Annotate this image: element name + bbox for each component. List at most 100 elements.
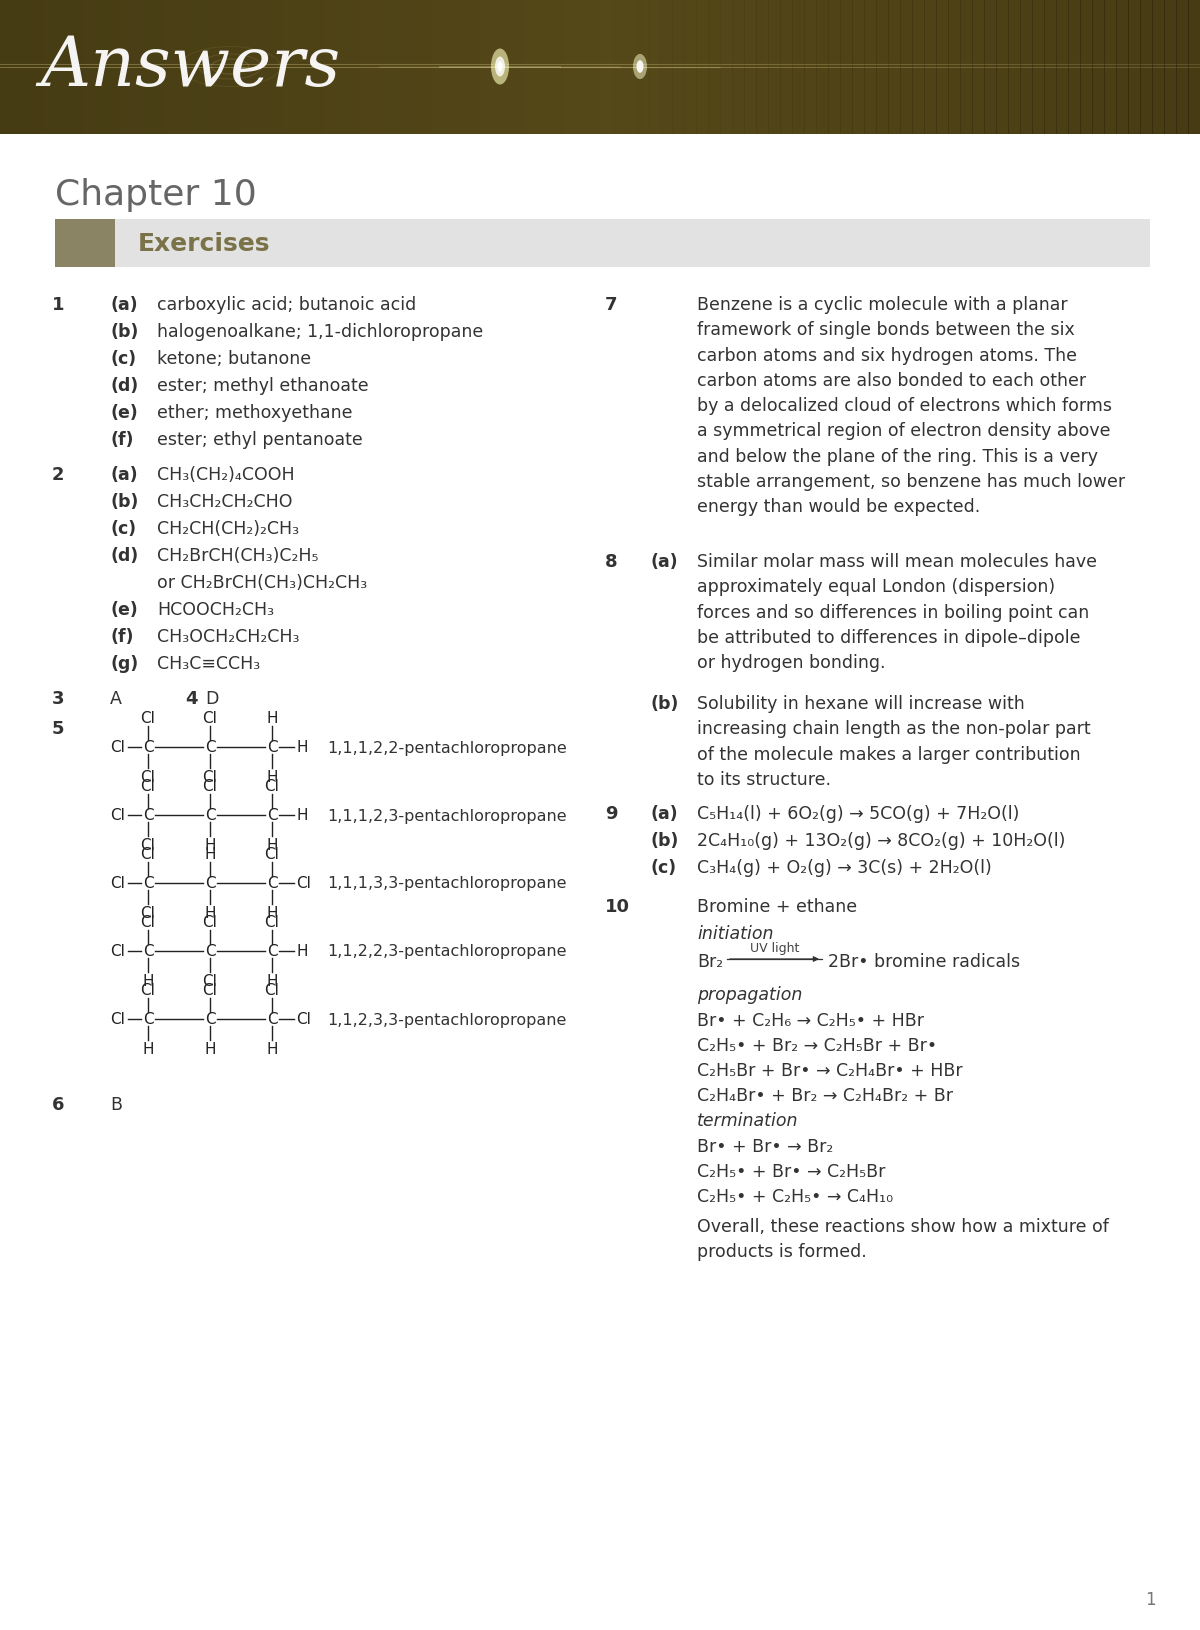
Text: (c): (c): [110, 520, 136, 538]
Text: Cl: Cl: [140, 846, 156, 862]
Bar: [612, 0, 625, 135]
Bar: [414, 0, 421, 135]
Bar: [762, 0, 769, 135]
Text: ketone; butanone: ketone; butanone: [157, 350, 311, 368]
Text: CH₃OCH₂CH₂CH₃: CH₃OCH₂CH₂CH₃: [157, 628, 300, 645]
Text: Cl: Cl: [140, 905, 156, 921]
Ellipse shape: [496, 57, 505, 78]
Bar: [456, 0, 463, 135]
Bar: [348, 0, 355, 135]
Text: Cl: Cl: [203, 779, 217, 794]
Bar: [1128, 0, 1135, 135]
Bar: [630, 0, 637, 135]
Bar: [828, 0, 841, 135]
Bar: [318, 0, 325, 135]
Bar: [1164, 0, 1177, 135]
Bar: [126, 0, 133, 135]
Text: C₂H₅Br + Br• → C₂H₄Br• + HBr: C₂H₅Br + Br• → C₂H₄Br• + HBr: [697, 1061, 962, 1079]
Text: (a): (a): [650, 553, 678, 570]
Bar: [150, 0, 157, 135]
Text: 4: 4: [185, 689, 198, 707]
Bar: [786, 0, 793, 135]
Bar: [426, 0, 433, 135]
Bar: [24, 0, 31, 135]
Bar: [54, 0, 61, 135]
Bar: [1116, 0, 1129, 135]
Bar: [102, 0, 109, 135]
Bar: [228, 0, 235, 135]
Text: 2Br• bromine radicals: 2Br• bromine radicals: [828, 952, 1020, 970]
Bar: [864, 0, 877, 135]
Bar: [546, 0, 553, 135]
Bar: [1140, 0, 1147, 135]
Bar: [708, 0, 715, 135]
Bar: [168, 0, 175, 135]
Bar: [498, 0, 505, 135]
Text: CH₃CH₂CH₂CHO: CH₃CH₂CH₂CHO: [157, 492, 293, 510]
Bar: [978, 0, 985, 135]
Bar: [432, 0, 439, 135]
Bar: [480, 0, 487, 135]
Bar: [678, 0, 685, 135]
Text: Bromine + ethane: Bromine + ethane: [697, 898, 857, 916]
Bar: [450, 0, 457, 135]
Text: Cl: Cl: [110, 944, 125, 958]
Bar: [438, 0, 445, 135]
Text: C: C: [266, 875, 277, 892]
Bar: [1182, 0, 1189, 135]
Bar: [1080, 0, 1087, 135]
Bar: [888, 0, 895, 135]
Text: Cl: Cl: [264, 983, 280, 998]
Bar: [156, 0, 163, 135]
Bar: [324, 0, 331, 135]
Bar: [84, 0, 91, 135]
Bar: [822, 0, 829, 135]
Bar: [468, 0, 475, 135]
Bar: [768, 0, 775, 135]
Bar: [240, 0, 247, 135]
Bar: [42, 0, 49, 135]
Text: 2: 2: [52, 466, 65, 484]
Bar: [696, 0, 703, 135]
Bar: [558, 0, 565, 135]
Bar: [906, 0, 913, 135]
Text: H: H: [266, 711, 277, 725]
Bar: [828, 0, 835, 135]
Bar: [270, 0, 277, 135]
Text: Cl: Cl: [110, 1012, 125, 1027]
Text: 1,1,1,3,3-pentachloropropane: 1,1,1,3,3-pentachloropropane: [326, 875, 566, 892]
Text: Answers: Answers: [40, 34, 340, 101]
Bar: [552, 0, 559, 135]
Bar: [30, 0, 37, 135]
Text: Br₂: Br₂: [697, 952, 724, 970]
Bar: [648, 0, 655, 135]
Text: H: H: [266, 838, 277, 852]
Bar: [960, 0, 973, 135]
Bar: [276, 0, 283, 135]
Bar: [510, 0, 517, 135]
Bar: [792, 0, 805, 135]
Bar: [96, 0, 103, 135]
Text: 1,1,1,2,2-pentachloropropane: 1,1,1,2,2-pentachloropropane: [326, 740, 566, 755]
Text: Cl: Cl: [140, 914, 156, 929]
Text: H: H: [204, 838, 216, 852]
Bar: [732, 0, 745, 135]
Bar: [984, 0, 997, 135]
Bar: [984, 0, 991, 135]
Bar: [162, 0, 169, 135]
Bar: [810, 0, 817, 135]
Text: (c): (c): [110, 350, 136, 368]
Bar: [55, 220, 115, 267]
Bar: [660, 0, 673, 135]
Bar: [1080, 0, 1093, 135]
Bar: [210, 0, 217, 135]
Ellipse shape: [634, 55, 647, 80]
Bar: [12, 0, 19, 135]
Text: Cl: Cl: [264, 914, 280, 929]
Bar: [804, 0, 811, 135]
Text: CH₂BrCH(CH₃)C₂H₅: CH₂BrCH(CH₃)C₂H₅: [157, 546, 318, 564]
Bar: [1128, 0, 1141, 135]
Bar: [540, 0, 547, 135]
Bar: [972, 0, 985, 135]
Bar: [1134, 0, 1141, 135]
